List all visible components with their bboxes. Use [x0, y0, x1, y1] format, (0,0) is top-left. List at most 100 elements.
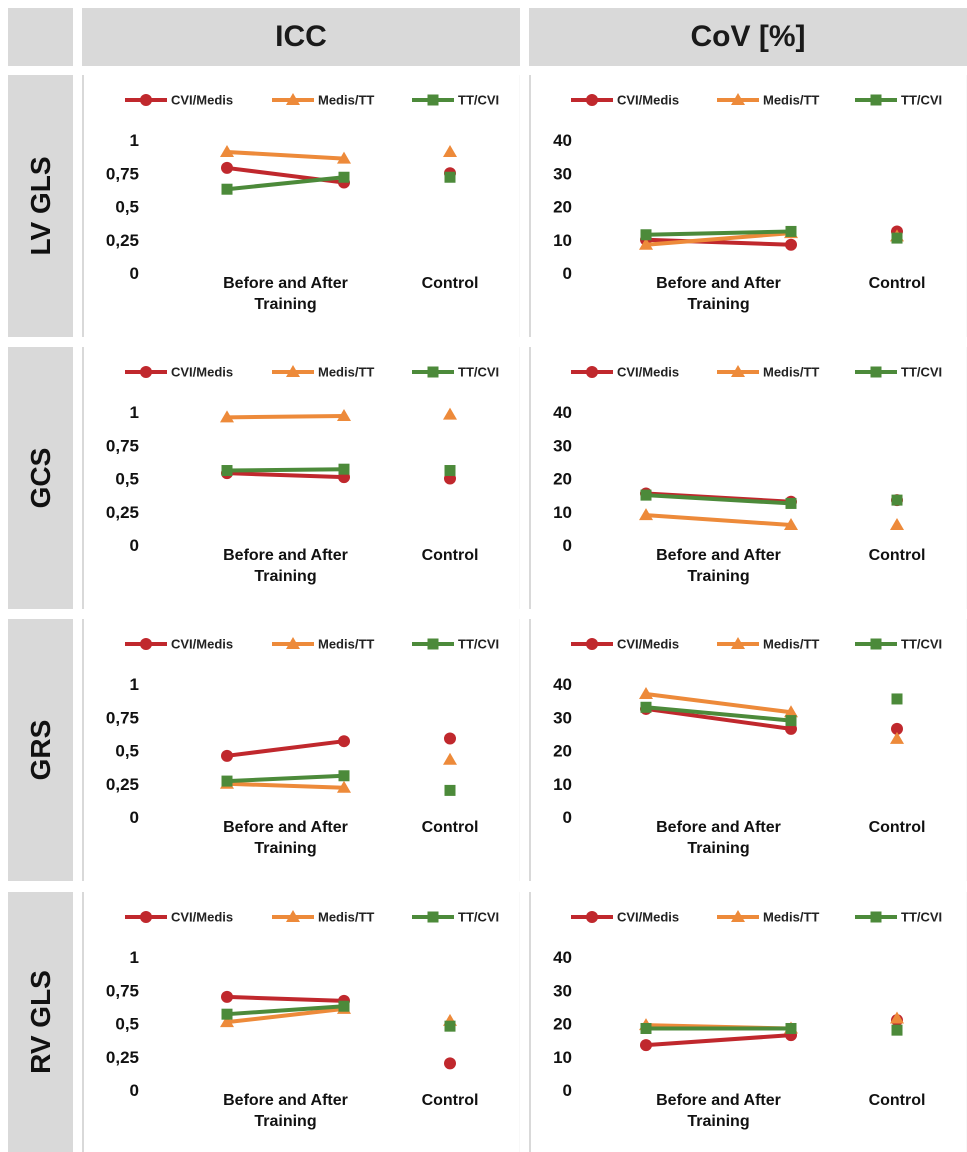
row-label-gcs: GCS — [8, 347, 73, 609]
series-line-cvi-medis — [226, 739, 345, 758]
chart-grs-cov: CVI/Medis Medis/TT TT/CVI 0 10 20 30 40 Before a… — [529, 619, 967, 881]
x-category-label: Training — [254, 1113, 316, 1130]
point-after-medis-tt — [337, 408, 351, 421]
point-after-tt-cvi — [338, 463, 350, 475]
point-before-tt-cvi — [221, 775, 233, 787]
legend-marker-tt-cvi — [427, 638, 439, 650]
chart-lv-gls-cov: CVI/Medis Medis/TT TT/CVI 0 10 20 30 40 Before a… — [529, 75, 967, 337]
legend-label: TT/CVI — [901, 637, 942, 652]
legend-marker-cvi-medis — [586, 911, 598, 923]
row-label-rv-gls: RV GLS — [8, 892, 73, 1152]
plot-area — [531, 619, 967, 881]
series-line-medis-tt — [226, 149, 345, 161]
point-before-medis-tt — [639, 508, 653, 521]
legend-marker-cvi-medis — [586, 94, 598, 106]
y-tick-label: 0,75 — [106, 164, 139, 183]
x-category-label: Before and After — [223, 819, 348, 836]
point-after-tt-cvi — [785, 225, 797, 237]
point-before-tt-cvi — [640, 229, 652, 241]
legend-label: TT/CVI — [458, 93, 499, 108]
y-tick-label: 0,25 — [106, 775, 139, 794]
x-category-label: Training — [254, 296, 316, 313]
legend-marker-tt-cvi — [427, 94, 439, 106]
series-line-tt-cvi — [226, 467, 345, 473]
x-category-label: Training — [687, 840, 749, 857]
y-tick-label: 40 — [553, 948, 572, 967]
x-category-label: Training — [687, 568, 749, 585]
legend-label: Medis/TT — [318, 637, 374, 652]
y-tick-label: 1 — [130, 675, 139, 694]
point-control-tt-cvi — [444, 784, 456, 796]
series-line-cvi-medis — [226, 994, 345, 1003]
y-tick-label: 0,25 — [106, 503, 139, 522]
y-tick-label: 0,5 — [115, 198, 139, 217]
series-line-tt-cvi — [645, 229, 792, 237]
y-tick-label: 10 — [553, 231, 572, 250]
corner-header-cell — [8, 8, 73, 66]
row-label-grs: GRS — [8, 619, 73, 881]
point-control-medis-tt — [443, 407, 457, 420]
y-tick-label: 0 — [563, 536, 572, 555]
legend-marker-cvi-medis — [140, 911, 152, 923]
y-tick-label: 30 — [553, 708, 572, 727]
y-tick-label: 1 — [130, 948, 139, 967]
series-line-tt-cvi — [226, 1004, 345, 1017]
plot-area — [84, 75, 520, 337]
legend-marker-cvi-medis — [586, 638, 598, 650]
legend-marker-medis-tt — [731, 637, 745, 649]
plot-area — [531, 347, 967, 609]
x-category-label: Control — [422, 275, 479, 292]
legend-label: Medis/TT — [763, 910, 819, 925]
y-tick-label: 0 — [563, 808, 572, 827]
x-category-label: Training — [687, 1113, 749, 1130]
chart-gcs-icc: CVI/Medis Medis/TT TT/CVI 0 0,25 0,5 0,75 1 Befo… — [82, 347, 520, 609]
point-control-medis-tt — [443, 752, 457, 765]
y-tick-label: 30 — [553, 981, 572, 1000]
legend-label: CVI/Medis — [171, 910, 233, 925]
point-after-tt-cvi — [338, 1000, 350, 1012]
legend-marker-tt-cvi — [870, 366, 882, 378]
series-line-tt-cvi — [645, 493, 792, 506]
point-before-tt-cvi — [640, 1022, 652, 1034]
legend-label: Medis/TT — [318, 93, 374, 108]
legend-marker-cvi-medis — [586, 366, 598, 378]
y-tick-label: 0,5 — [115, 742, 139, 761]
legend-label: TT/CVI — [458, 637, 499, 652]
x-category-label: Control — [422, 819, 479, 836]
x-category-label: Control — [422, 547, 479, 564]
y-tick-label: 0 — [563, 1081, 572, 1100]
y-tick-label: 40 — [553, 675, 572, 694]
legend-label: CVI/Medis — [617, 365, 679, 380]
x-category-label: Before and After — [656, 275, 781, 292]
legend-label: Medis/TT — [763, 93, 819, 108]
point-before-cvi-medis — [640, 1039, 652, 1052]
point-after-tt-cvi — [785, 497, 797, 509]
point-after-cvi-medis — [785, 238, 797, 251]
y-tick-label: 0 — [563, 264, 572, 283]
point-after-tt-cvi — [338, 171, 350, 183]
legend-label: CVI/Medis — [171, 365, 233, 380]
chart-rv-gls-cov: CVI/Medis Medis/TT TT/CVI 0 10 20 30 40 Before a… — [529, 892, 967, 1152]
legend-label: TT/CVI — [901, 365, 942, 380]
point-control-tt-cvi — [444, 171, 456, 183]
point-after-medis-tt — [784, 518, 798, 531]
point-control-tt-cvi — [891, 693, 903, 705]
point-control-tt-cvi — [444, 1020, 456, 1032]
point-after-medis-tt — [337, 780, 351, 793]
y-tick-label: 40 — [553, 131, 572, 150]
legend-label: CVI/Medis — [171, 93, 233, 108]
point-control-cvi-medis — [444, 732, 456, 745]
y-tick-label: 10 — [553, 1048, 572, 1067]
row-label-text: GRS — [24, 719, 56, 781]
x-category-label: Before and After — [223, 1092, 348, 1109]
point-after-tt-cvi — [785, 1022, 797, 1034]
y-tick-label: 0,25 — [106, 1048, 139, 1067]
y-tick-label: 10 — [553, 503, 572, 522]
y-tick-label: 20 — [553, 1015, 572, 1034]
y-tick-label: 0 — [130, 536, 139, 555]
legend-marker-medis-tt — [286, 93, 300, 105]
y-tick-label: 30 — [553, 436, 572, 455]
point-after-medis-tt — [337, 151, 351, 164]
x-category-label: Training — [254, 568, 316, 585]
legend-label: Medis/TT — [318, 910, 374, 925]
